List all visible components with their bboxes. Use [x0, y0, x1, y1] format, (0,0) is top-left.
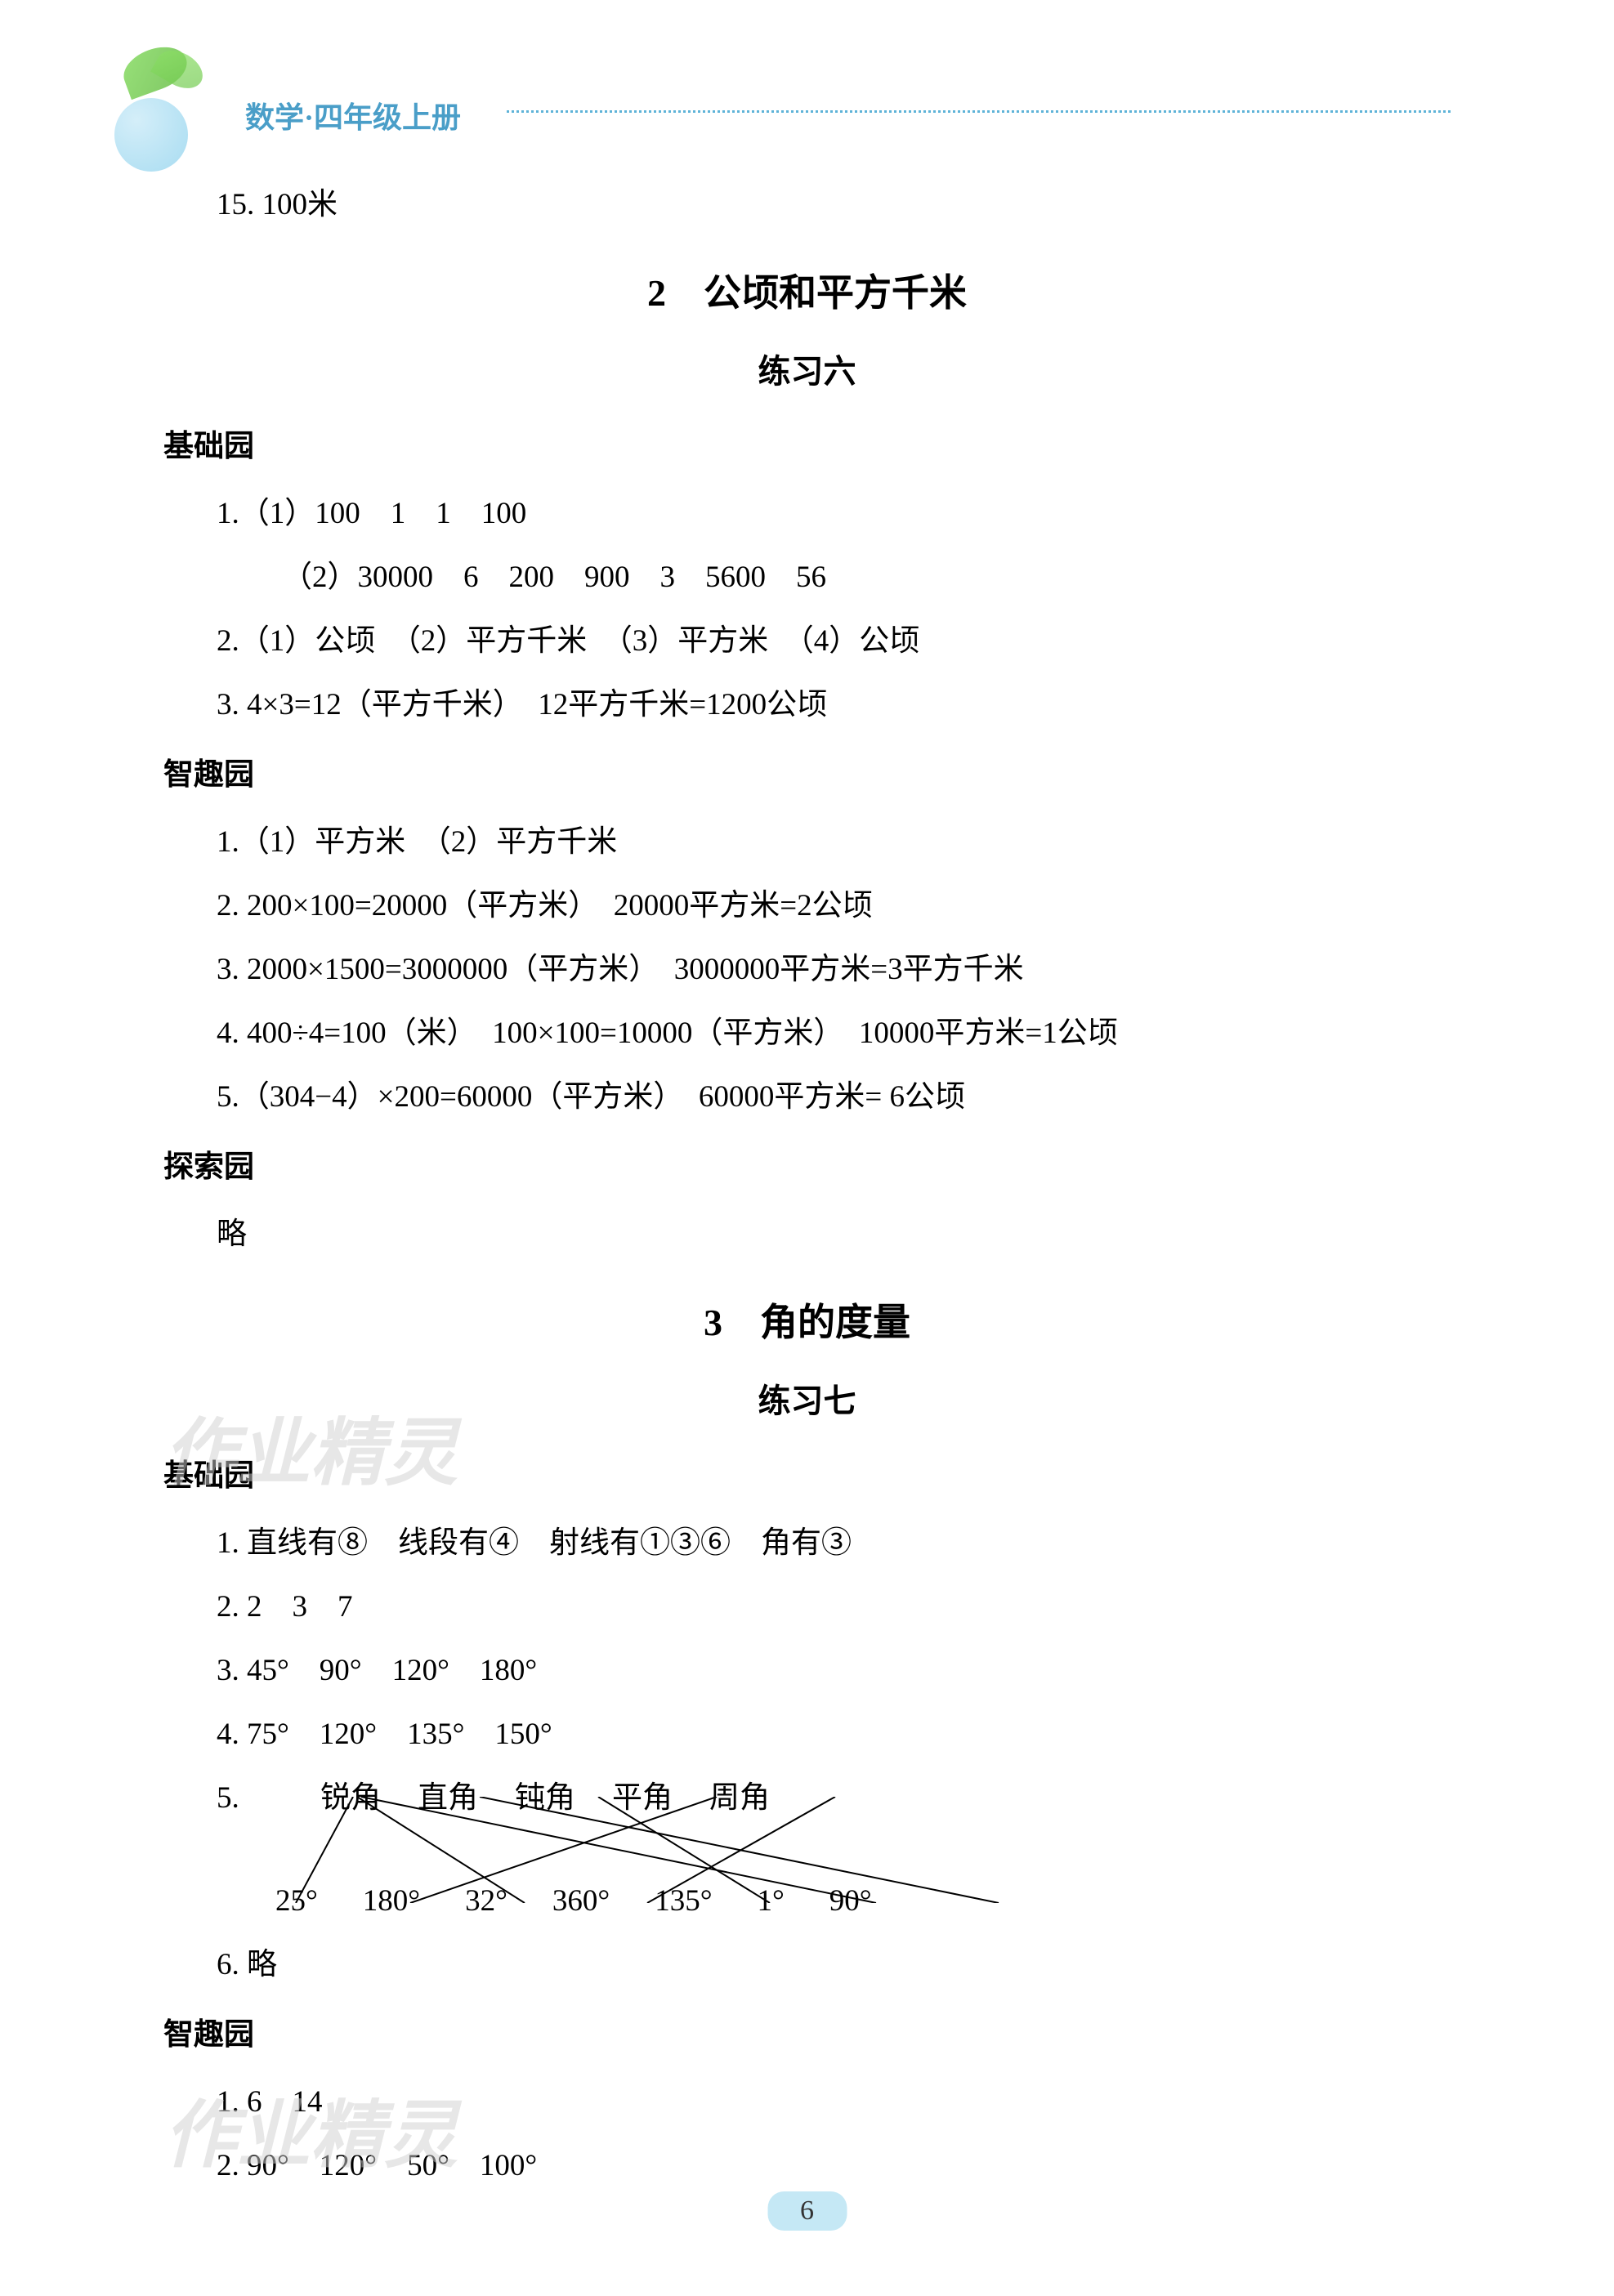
match-bot-e: 135°	[655, 1871, 712, 1932]
droplet-icon	[114, 98, 188, 172]
zhiqu-label-3: 智趣园	[163, 2005, 1451, 2066]
section-2-subtitle: 练习六	[163, 339, 1451, 404]
jichu-label: 基础园	[163, 417, 1451, 477]
s2-jichu-q2: 2.（1）公顷 （2）平方千米 （3）平方米 （4）公顷	[163, 611, 1451, 672]
s3-jichu-q2: 2. 2 3 7	[163, 1577, 1451, 1637]
match-bot-a: 25°	[275, 1871, 318, 1932]
match-bot-c: 32°	[465, 1871, 507, 1932]
match-bottom-row: 25° 180° 32° 360° 135° 1° 90°	[275, 1871, 872, 1932]
page-number: 6	[767, 2191, 847, 2231]
section-3-subtitle: 练习七	[163, 1369, 1451, 1434]
zhiqu-label: 智趣园	[163, 745, 1451, 806]
s3-jichu-q3: 3. 45° 90° 120° 180°	[163, 1641, 1451, 1701]
answer-15: 15. 100米	[163, 175, 1451, 235]
s2-zhiqu-q5: 5.（304−4）×200=60000（平方米） 60000平方米= 6公顷	[163, 1067, 1451, 1128]
s2-jichu-q3: 3. 4×3=12（平方千米） 12平方千米=1200公顷	[163, 675, 1451, 735]
s2-jichu-q1a: 1.（1）100 1 1 100	[163, 484, 1451, 544]
s3-zhiqu-q2: 2. 90° 120° 50° 100°	[163, 2136, 1451, 2196]
section-2-title: 2 公顷和平方千米	[163, 256, 1451, 331]
s3-jichu-q5: 5. 锐角 直角 钝角 平角 周角 25° 180° 32° 360° 135°…	[163, 1768, 1451, 1932]
s2-tansuo-q1: 略	[163, 1204, 1451, 1265]
s3-jichu-q6: 6. 略	[163, 1935, 1451, 1995]
s2-zhiqu-q3: 3. 2000×1500=3000000（平方米） 3000000平方米=3平方…	[163, 940, 1451, 1000]
match-bot-d: 360°	[552, 1871, 610, 1932]
match-bot-g: 90°	[829, 1871, 872, 1932]
matching-diagram: 锐角 直角 钝角 平角 周角 25° 180° 32° 360° 135° 1°…	[255, 1768, 1236, 1932]
jichu-label-3: 基础园	[163, 1446, 1451, 1507]
header-divider	[507, 110, 1451, 113]
match-bot-b: 180°	[363, 1871, 420, 1932]
s2-zhiqu-q4: 4. 400÷4=100（米） 100×100=10000（平方米） 10000…	[163, 1003, 1451, 1064]
header-title: 数学·四年级上册	[245, 94, 461, 136]
s3-zhiqu-q1: 1. 6 14	[163, 2072, 1451, 2133]
s2-zhiqu-q2: 2. 200×100=20000（平方米） 20000平方米=2公顷	[163, 876, 1451, 936]
match-bot-f: 1°	[757, 1871, 784, 1932]
s3-jichu-q4: 4. 75° 120° 135° 150°	[163, 1704, 1451, 1765]
q5-label: 5.	[217, 1781, 239, 1815]
s2-jichu-q1b: （2）30000 6 200 900 3 5600 56	[163, 547, 1451, 608]
tansuo-label: 探索园	[163, 1137, 1451, 1198]
s3-jichu-q1: 1. 直线有⑧ 线段有④ 射线有①③⑥ 角有③	[163, 1513, 1451, 1574]
section-3-title: 3 角的度量	[163, 1285, 1451, 1360]
header-decoration	[82, 49, 229, 163]
page-content: 15. 100米 2 公顷和平方千米 练习六 基础园 1.（1）100 1 1 …	[163, 172, 1451, 2200]
s2-zhiqu-q1: 1.（1）平方米 （2）平方千米	[163, 812, 1451, 873]
